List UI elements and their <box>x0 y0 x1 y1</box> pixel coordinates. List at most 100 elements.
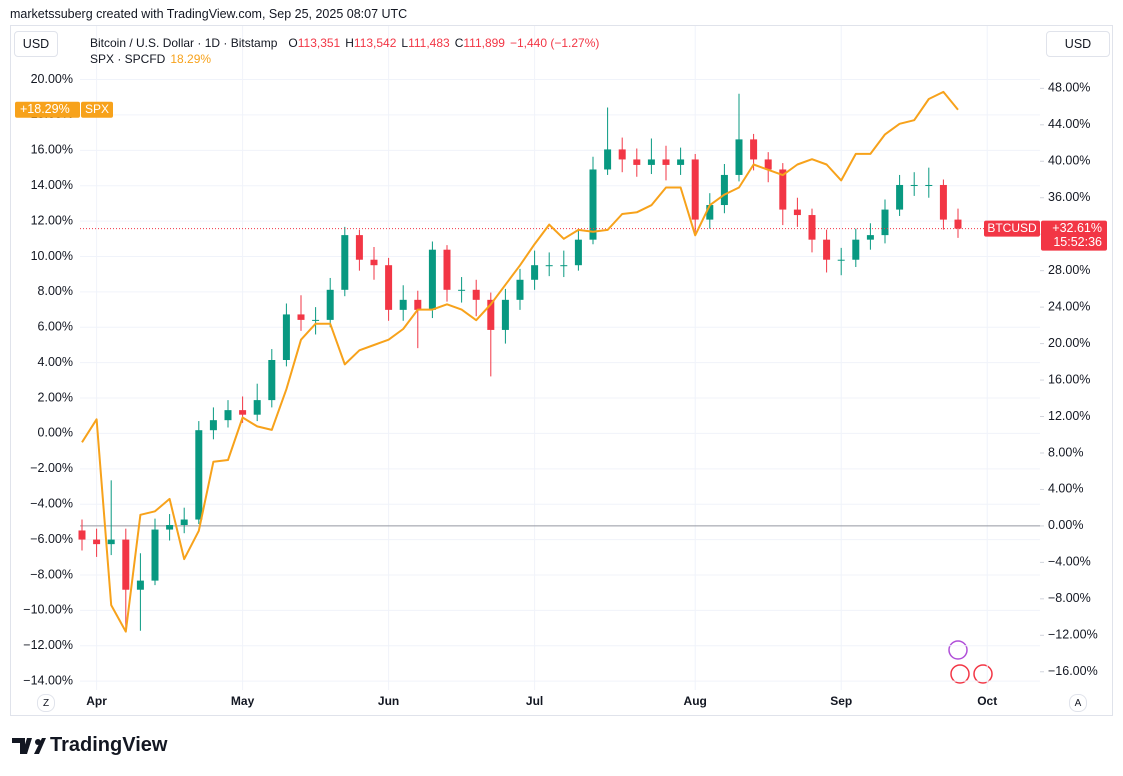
candle-body <box>239 410 247 415</box>
ohlc-key: H <box>345 36 354 50</box>
legend-value: 18.29% <box>170 52 212 66</box>
candle-body <box>560 265 568 267</box>
candle-body <box>852 239 860 260</box>
candle-body <box>472 289 480 300</box>
candle-body <box>633 159 641 165</box>
candle-body <box>312 319 320 321</box>
y-tick-label: 10.00% <box>31 249 73 263</box>
y-tick-label: −2.00% <box>30 461 73 475</box>
candle-body <box>122 539 130 590</box>
candle-body <box>297 314 305 320</box>
countdown-label: 15:52:36 <box>1053 235 1102 249</box>
candle-body <box>428 249 436 310</box>
legend-ohlc: H113,542 <box>345 36 396 50</box>
candle-body <box>779 169 787 210</box>
price-badge <box>15 101 80 118</box>
symbol-badge <box>81 101 113 118</box>
y-tick-label: −6.00% <box>30 532 73 546</box>
candle-body <box>355 235 363 260</box>
currency-button[interactable]: USD <box>1046 31 1110 57</box>
candle-body <box>282 314 290 360</box>
candle-body <box>78 530 86 540</box>
y-tick-label: −8.00% <box>30 567 73 581</box>
candle-body <box>604 149 612 170</box>
x-tick-label: Aug <box>684 694 707 708</box>
x-tick-label: Jun <box>378 694 399 708</box>
y2-tick-label: 40.00% <box>1048 154 1090 168</box>
candle-body <box>253 400 261 415</box>
y2-tick-label: −4.00% <box>1048 555 1091 569</box>
y-tick-label: 0.00% <box>38 426 73 440</box>
symbol-badge-label: BTCUSD <box>987 221 1037 235</box>
y2-tick-label: 8.00% <box>1048 445 1083 459</box>
y2-tick-label: 24.00% <box>1048 299 1090 313</box>
x-tick-label: Sep <box>830 694 852 708</box>
candle-body <box>618 149 626 160</box>
candle-body <box>166 525 174 530</box>
candle-body <box>574 239 582 266</box>
x-tick-label: Jul <box>526 694 543 708</box>
ohlc-key: L <box>401 36 409 50</box>
event-icon[interactable] <box>973 664 993 684</box>
y2-tick-label: 28.00% <box>1048 263 1090 277</box>
candle-body <box>370 259 378 266</box>
y-tick-label: −12.00% <box>23 638 73 652</box>
y-tick-label: 8.00% <box>38 284 73 298</box>
candle-body <box>589 169 597 240</box>
candle-body <box>268 360 276 401</box>
y-tick-label: 20.00% <box>31 72 73 86</box>
y2-tick-label: 48.00% <box>1048 81 1090 95</box>
candle-body <box>93 539 101 545</box>
y-tick-label: 4.00% <box>38 355 73 369</box>
candle-body <box>677 159 685 165</box>
candle-body <box>662 159 670 165</box>
candle-body <box>443 249 451 290</box>
ohlc-key: O <box>288 36 298 50</box>
symbol-badge-label: SPX <box>85 102 109 116</box>
zoom-button[interactable]: Z <box>37 694 55 712</box>
candle-body <box>896 184 904 210</box>
price-badge-label: +32.61% <box>1052 221 1102 235</box>
candle-body <box>414 299 422 310</box>
legend-change: −1,440 (−1.27%) <box>509 36 600 50</box>
candle-body <box>516 279 524 300</box>
candle-body <box>706 205 714 220</box>
y-tick-label: 6.00% <box>38 320 73 334</box>
y-tick-label: 12.00% <box>31 213 73 227</box>
chart-frame <box>10 25 1113 716</box>
legend-row: Bitcoin / U.S. Dollar · 1D · Bitstamp O11… <box>90 36 599 50</box>
y-tick-label: −10.00% <box>23 603 73 617</box>
ohlc-value: 113,351 <box>297 36 341 50</box>
candle-body <box>385 265 393 310</box>
credit: marketssuberg created with TradingView.c… <box>10 7 408 21</box>
candle-body <box>195 430 203 520</box>
y2-tick-label: 44.00% <box>1048 117 1090 131</box>
y2-tick-label: 36.00% <box>1048 190 1090 204</box>
y-tick-label: 14.00% <box>31 178 73 192</box>
candle-body <box>545 265 553 267</box>
candle-body <box>107 539 115 545</box>
candle-body <box>925 184 933 186</box>
candle-body <box>910 184 918 186</box>
y-tick-label: −4.00% <box>30 497 73 511</box>
series-line <box>81 90 959 633</box>
y2-tick-label: 20.00% <box>1048 336 1090 350</box>
x-tick-label: Apr <box>86 694 107 708</box>
candle-body <box>647 159 655 165</box>
candle-body <box>487 299 495 330</box>
event-icon[interactable] <box>950 664 970 684</box>
currency-button[interactable]: USD <box>14 31 58 57</box>
ohlc-value: 111,899 <box>463 36 505 50</box>
event-icon[interactable] <box>948 640 968 660</box>
x-tick-label: Oct <box>977 694 997 708</box>
y2-tick-label: −8.00% <box>1048 591 1091 605</box>
symbol-badge <box>984 220 1040 237</box>
legend-row: SPX · SPCFD 18.29% <box>90 52 211 66</box>
candle-body <box>691 159 699 220</box>
auto-button[interactable]: A <box>1069 694 1087 712</box>
legend-ohlc: C111,899 <box>455 36 505 50</box>
y-tick-label: 16.00% <box>31 143 73 157</box>
candle-body <box>735 139 743 175</box>
